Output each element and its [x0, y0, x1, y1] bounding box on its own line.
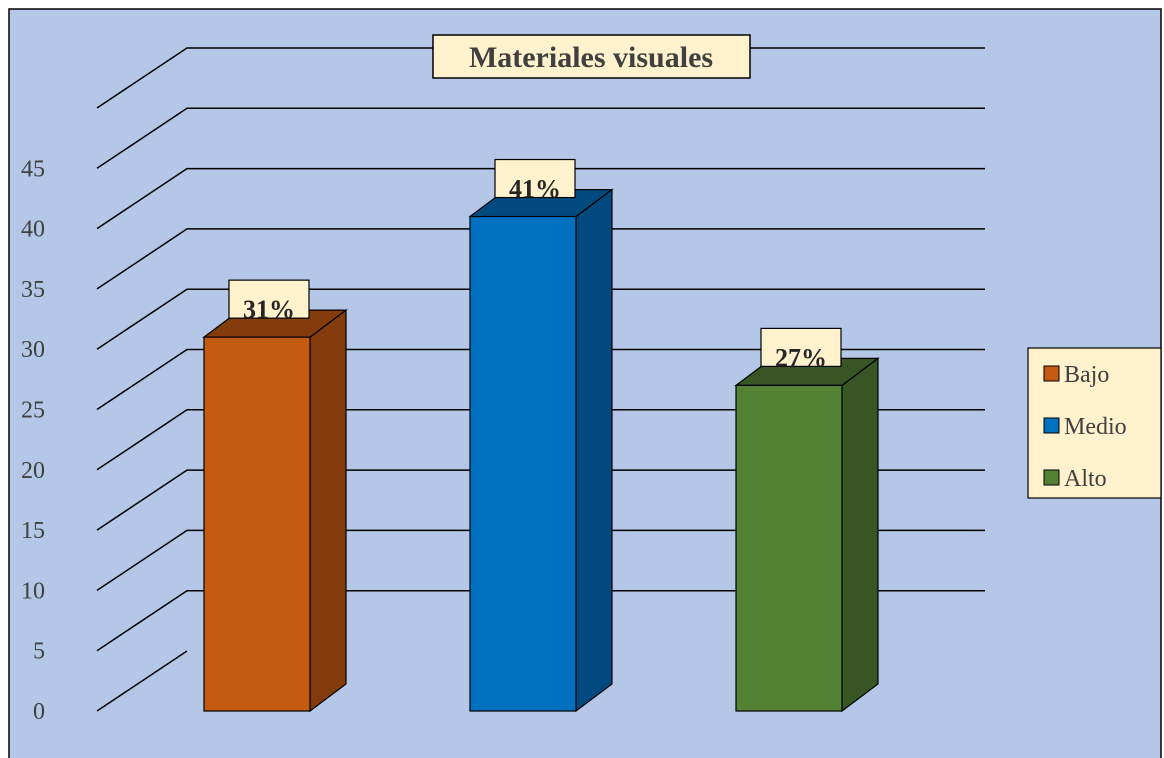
- gridline: [96, 469, 985, 531]
- y-tick-label: 40: [21, 217, 45, 243]
- bar-bajo: [202, 308, 348, 713]
- svg-text:31%: 31%: [243, 295, 295, 324]
- y-tick-label: 45: [21, 156, 45, 182]
- gridline: [96, 288, 985, 350]
- y-tick-label: 15: [21, 518, 45, 544]
- y-tick-label: 10: [21, 578, 45, 604]
- y-tick-label: 20: [21, 458, 45, 484]
- data-label-alto: 27%: [760, 327, 842, 372]
- y-tick-label: 35: [21, 277, 45, 303]
- bars: [202, 188, 880, 713]
- gridline: [96, 167, 985, 230]
- chart-title-box: [432, 34, 751, 79]
- legend-entry-bajo: Bajo: [1043, 362, 1109, 388]
- gridline: [96, 409, 985, 471]
- svg-text:Alto: Alto: [1064, 466, 1107, 492]
- svg-text:27%: 27%: [775, 343, 827, 372]
- y-axis-ticks: 0 5 10 15 20 25 30 35 40 45: [21, 156, 45, 725]
- svg-text:41%: 41%: [509, 175, 561, 204]
- data-labels: 31% 41% 27%: [228, 158, 842, 372]
- bar-alto: [734, 357, 880, 713]
- gridline: [96, 228, 985, 290]
- chart-title: Materiales visuales: [469, 41, 713, 74]
- gridline: [96, 348, 985, 411]
- svg-text:Bajo: Bajo: [1064, 362, 1109, 388]
- svg-text:Medio: Medio: [1064, 414, 1127, 440]
- data-label-medio: 41%: [494, 158, 576, 204]
- legend-entry-medio: Medio: [1043, 414, 1127, 440]
- gridline: [96, 650, 188, 712]
- legend-entry-alto: Alto: [1043, 466, 1107, 492]
- y-tick-label: 5: [33, 639, 45, 665]
- gridline: [96, 107, 985, 169]
- chart-title-group: Materiales visuales: [432, 34, 751, 79]
- y-tick-label: 0: [33, 699, 45, 725]
- legend: Bajo Medio Alto: [1027, 347, 1162, 499]
- data-label-bajo: 31%: [228, 279, 310, 324]
- gridline: [96, 529, 985, 592]
- y-tick-label: 30: [21, 337, 45, 363]
- gridline: [96, 589, 985, 652]
- gridlines: [96, 47, 985, 712]
- y-tick-label: 25: [21, 398, 45, 424]
- bar-medio: [468, 188, 614, 713]
